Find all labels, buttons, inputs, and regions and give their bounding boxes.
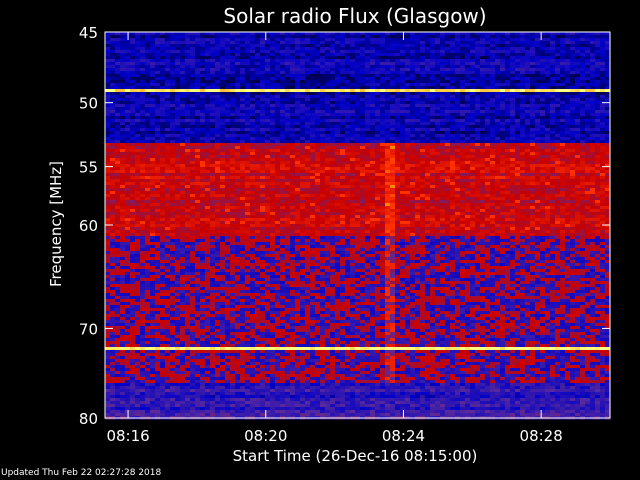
y-axis-label: Frequency [MHz] <box>47 161 65 287</box>
plot-area <box>105 32 611 420</box>
y-tick-label: 55 <box>79 159 98 177</box>
y-tick-label: 45 <box>79 24 98 42</box>
y-tick-label: 80 <box>79 410 98 428</box>
update-timestamp: Updated Thu Feb 22 02:27:28 2018 <box>1 468 162 478</box>
y-tick-label: 70 <box>79 320 98 338</box>
chart-title: Solar radio Flux (Glasgow) <box>223 4 486 28</box>
y-tick-label: 50 <box>79 95 98 113</box>
x-axis: 08:16 08:20 08:24 08:28 <box>106 32 563 445</box>
x-axis-label: Start Time (26-Dec-16 08:15:00) <box>233 447 478 465</box>
y-axis: 45 50 55 60 70 80 <box>79 24 610 428</box>
x-tick-label: 08:28 <box>520 427 563 445</box>
y-tick-label: 60 <box>79 217 98 235</box>
x-tick-label: 08:16 <box>106 427 149 445</box>
x-tick-label: 08:20 <box>244 427 287 445</box>
x-tick-label: 08:24 <box>382 427 425 445</box>
